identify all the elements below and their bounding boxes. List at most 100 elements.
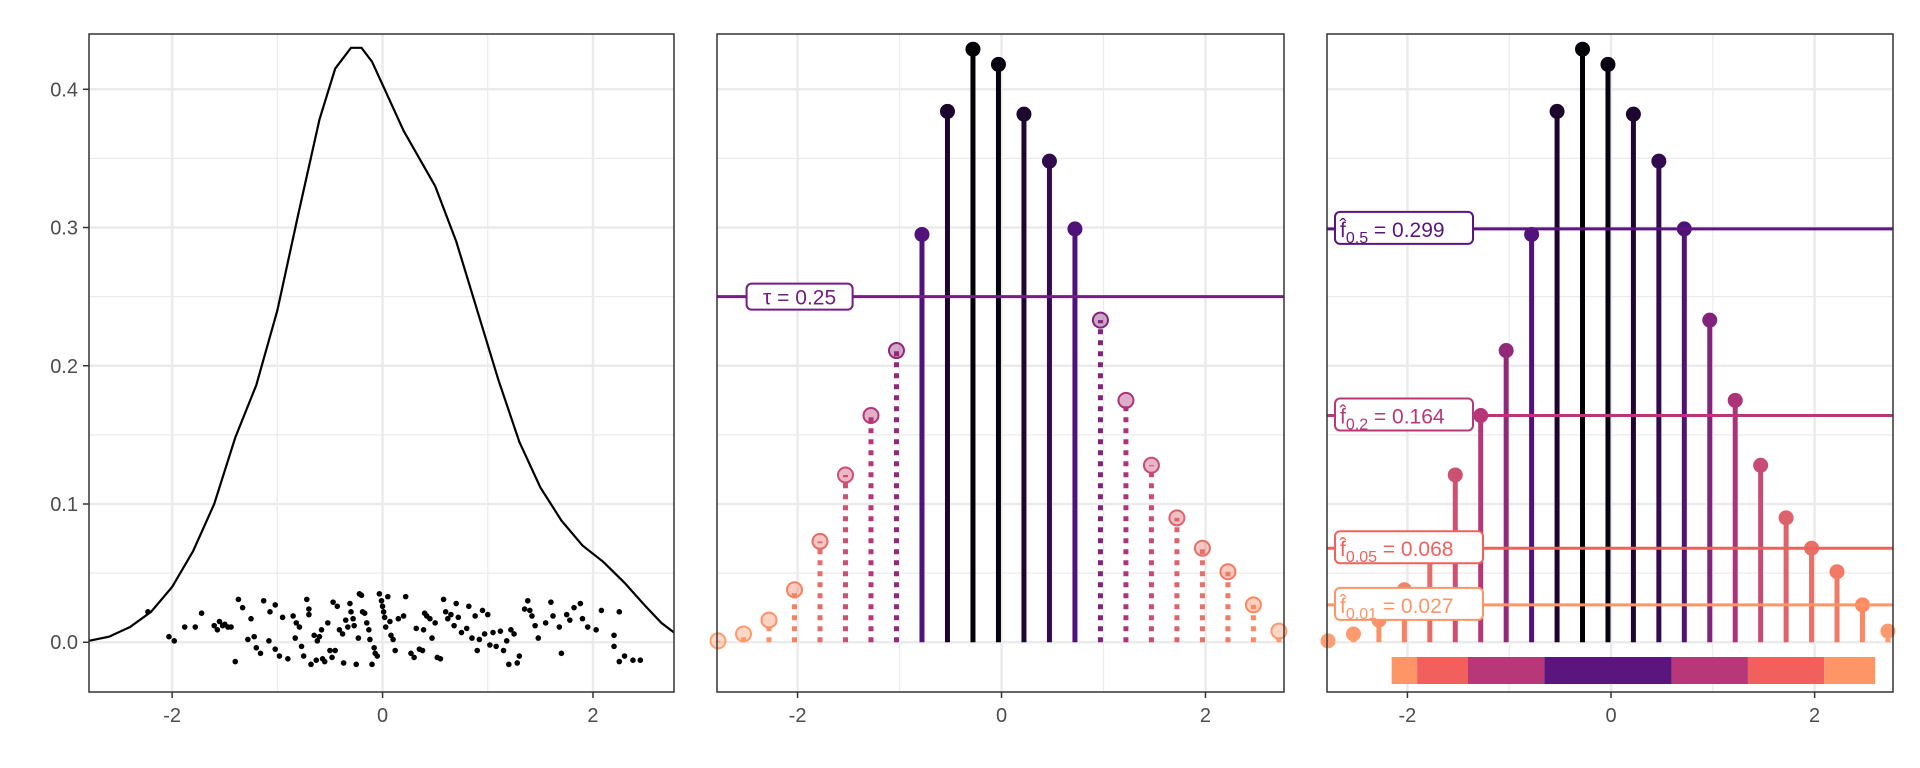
threshold-label: τ = 0.25 [763,287,836,310]
data-point [145,609,151,615]
data-point [556,624,563,630]
data-point [419,647,426,654]
x-tick-label: -2 [163,705,181,727]
data-point [387,618,393,625]
data-point [253,644,260,651]
stem-point-faded [836,466,854,484]
hdr-level-label-box [1334,530,1484,565]
data-point [524,597,531,604]
level-subscript: 0.01 [1346,606,1377,623]
y-tick-label: 0.2 [50,356,78,378]
panel-density: -2 0 2 0.0 0.1 0.2 0.3 0.4 [50,33,675,727]
stem-point-faded [1244,596,1262,614]
stem-point [914,226,930,242]
data-point [529,613,535,619]
data-point [267,609,273,615]
data-point [358,592,365,599]
data-point [379,603,386,610]
level-subscript: 0.05 [1346,549,1377,566]
data-point [380,609,387,615]
data-point [306,606,312,612]
data-point [481,631,488,637]
data-point [484,611,491,618]
stem-point [1727,392,1743,408]
stem-point-faded [1270,622,1288,640]
data-point [550,613,556,619]
x-tick-label: 0 [1605,705,1616,727]
data-point [369,661,375,668]
data-point [390,636,396,643]
data-point [296,624,303,630]
data-point [558,650,565,657]
data-point [472,613,478,619]
data-point [351,622,357,629]
data-point [350,615,356,622]
data-point [458,629,465,636]
data-point [432,620,438,626]
stem-point [1575,41,1591,57]
stem-point [1702,312,1718,328]
data-point [251,633,257,640]
data-point [611,632,617,639]
data-point [440,596,447,603]
stem-point [1549,103,1565,119]
data-point [493,643,499,650]
level-value: = 0.027 [1377,595,1453,618]
stem-point-faded [862,407,880,425]
stem-point [965,41,981,57]
stem-point-faded [760,611,778,629]
data-point [266,638,272,644]
data-point [408,650,414,657]
data-point [342,617,349,623]
stem-point-faded [1168,509,1186,527]
data-point [235,596,242,603]
data-point [325,620,331,626]
data-point [571,604,577,611]
panel-threshold-lollipop: -2 0 2 τ = 0.25 [709,33,1288,727]
threshold-label-box [745,282,854,311]
data-point [448,611,454,618]
stem-point-faded [1117,391,1135,409]
level-value: = 0.068 [1377,538,1453,561]
data-point [216,618,223,625]
stem-point [1778,510,1794,526]
data-point [621,653,628,659]
stem-point-faded [1193,539,1211,557]
hdr-level-label-box [1334,210,1474,245]
f-hat-symbol: f̂ [1339,594,1347,617]
data-point [336,626,343,633]
data-point [272,602,279,608]
x-tick-label: -2 [1399,705,1417,727]
f-hat-symbol: f̂ [1339,405,1347,428]
data-point [228,624,234,630]
data-point [166,633,172,640]
data-point [276,653,283,659]
data-point [239,604,246,611]
data-point [385,593,391,600]
data-point [192,624,199,630]
data-point [318,626,325,633]
stem-point [1524,226,1540,242]
data-point [579,615,586,622]
data-point [453,600,460,607]
hdr-interval-segment [1417,657,1468,684]
hdr-level-label: f̂0.5 = 0.299 [1339,218,1445,246]
data-point [314,638,321,644]
data-point [378,597,385,604]
data-point [330,599,336,605]
data-point [521,606,528,612]
data-point [442,609,449,615]
data-point [339,631,346,637]
data-point [463,625,470,632]
data-point [327,647,333,654]
data-point [611,643,617,650]
data-point [260,597,267,604]
data-point [616,658,623,665]
stem-point [1829,564,1845,580]
stem-point-faded [1219,563,1237,581]
data-point [466,603,472,610]
stem-point [1498,343,1514,359]
data-point [374,653,381,659]
hdr-level-label-box [1334,586,1484,621]
